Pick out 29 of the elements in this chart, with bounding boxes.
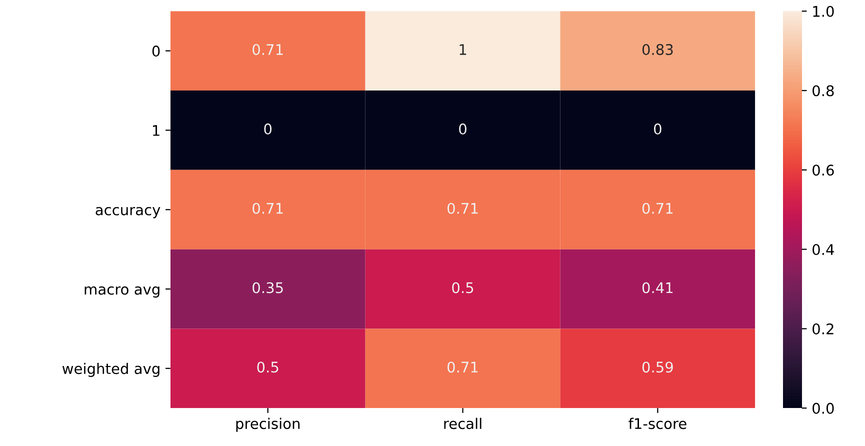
data-label: 0.83 bbox=[642, 44, 673, 56]
data-label: 0.5 bbox=[452, 282, 474, 294]
color-bar-label: 0.4 bbox=[812, 244, 834, 256]
data-label: 0 bbox=[654, 123, 662, 134]
x-tick-label: precision bbox=[236, 418, 300, 432]
color-bar-label: 1.0 bbox=[813, 6, 834, 17]
color-bar-label: 0.6 bbox=[812, 164, 834, 176]
x-tick-label: recall bbox=[444, 418, 482, 430]
color-bar-label: 0.2 bbox=[812, 323, 834, 334]
y-tick-label: 0 bbox=[152, 46, 160, 57]
data-label: 0.71 bbox=[252, 44, 283, 56]
data-label: 0 bbox=[459, 123, 466, 134]
data-label: 0.5 bbox=[257, 362, 278, 373]
data-label: 0.71 bbox=[448, 202, 478, 214]
data-label: 0 bbox=[264, 123, 272, 134]
y-tick-label: 1 bbox=[153, 125, 160, 136]
data-label: 0.71 bbox=[252, 202, 283, 214]
data-label: 0.71 bbox=[448, 362, 478, 373]
data-label: 0.35 bbox=[252, 282, 283, 294]
data-label: 0.41 bbox=[642, 282, 673, 294]
color-bar-label: 0.0 bbox=[812, 402, 834, 414]
y-tick-label: macro avg bbox=[84, 286, 160, 298]
data-label: 0.71 bbox=[642, 202, 673, 214]
data-label: 0.59 bbox=[642, 362, 673, 373]
y-tick-label: accuracy bbox=[96, 206, 160, 218]
color-bar-label: 0.8 bbox=[812, 85, 834, 96]
x-tick-label: f1-score bbox=[628, 418, 686, 430]
data-label: 1 bbox=[460, 44, 466, 55]
y-tick-label: weighted avg bbox=[62, 362, 160, 377]
